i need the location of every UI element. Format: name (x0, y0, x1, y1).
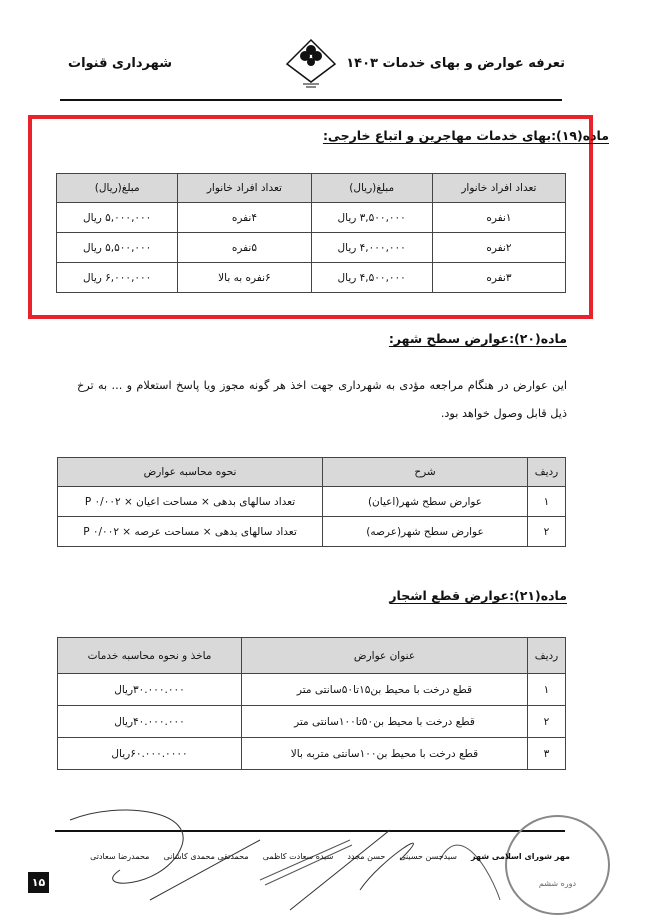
cell: تعداد سالهای بدهی × مساحت عرصه × P ۰/۰۰۲ (57, 516, 323, 547)
cell: قطع درخت با محیط بن۵۰تا۱۰۰سانتی متر (241, 705, 528, 738)
signatures-icon (69, 809, 501, 911)
header-cell: تعداد افراد خانوار (177, 173, 312, 203)
page-number: ۱۵ (28, 872, 49, 893)
cell: ۶نفره به بالا (177, 262, 312, 293)
table-row: ۳ قطع درخت با محیط بن۱۰۰سانتی متربه بالا ۶… (57, 737, 566, 770)
cell: ۴,۰۰۰,۰۰۰ ریال (310, 232, 433, 263)
header-cell: عنوان عوارض (241, 637, 528, 674)
table-row: ۳نفره ۴,۵۰۰,۰۰۰ ریال ۶نفره به بالا ۶,۰۰۰,۰۰… (55, 262, 567, 293)
cell: ۵,۵۰۰,۰۰۰ ریال (55, 232, 179, 263)
cell: عوارض سطح شهر(اعیان) (322, 486, 528, 517)
header-cell: ردیف (527, 457, 566, 487)
cell: تعداد سالهای بدهی × مساحت اعیان × P ۰/۰۰… (57, 486, 323, 517)
table-row: ۲نفره ۴,۰۰۰,۰۰۰ ریال ۵نفره ۵,۵۰۰,۰۰۰ ریال (55, 232, 567, 263)
cell: ۳ (527, 737, 566, 770)
section-19-table: تعداد افراد خانوار مبلغ(ریال) تعداد افراد … (55, 173, 567, 293)
document-title: تعرفه عوارض و بهای خدمات ۱۴۰۳ (346, 56, 565, 71)
section-20-heading: ماده(۲۰):عوارض سطح شهر: (388, 331, 567, 346)
cell: ۵,۰۰۰,۰۰۰ ریال (55, 202, 179, 233)
cell: ۱ (527, 486, 566, 517)
signatory: سیده سعادت کاظمی (262, 852, 334, 861)
section-20-paragraph: این عوارض در هنگام مراجعه مؤدی به شهردار… (77, 379, 567, 420)
cell: ۳۰.۰۰۰.۰۰۰ریال (57, 673, 242, 706)
stamp-text: دوره ششم (538, 879, 577, 888)
signatory: حسن مجدد (347, 852, 386, 861)
cell: ۱ (527, 673, 566, 706)
table-row: ۱ قطع درخت با محیط بن۱۵تا۵۰سانتی متر ۳۰.۰۰… (57, 673, 566, 706)
table-row: ۲ قطع درخت با محیط بن۵۰تا۱۰۰سانتی متر ۴۰.۰… (57, 705, 566, 738)
header-cell: نحوه محاسبه عوارض (57, 457, 323, 487)
header-cell: ماخذ و نحوه محاسبه خدمات (57, 637, 242, 674)
header-cell: تعداد افراد خانوار (431, 173, 567, 203)
cell: قطع درخت با محیط بن۱۵تا۵۰سانتی متر (241, 673, 528, 706)
cell: ۲ (527, 516, 566, 547)
council-stamp: دوره ششم (505, 815, 610, 915)
header-cell: مبلغ(ریال) (310, 173, 433, 203)
cell: قطع درخت با محیط بن۱۰۰سانتی متربه بالا (241, 737, 528, 770)
header-cell: مبلغ(ریال) (55, 173, 179, 203)
section-21-table: ردیف عنوان عوارض ماخذ و نحوه محاسبه خدمات … (57, 637, 566, 770)
municipality-logo-icon (285, 38, 337, 88)
header-cell: شرح (322, 457, 528, 487)
cell: ۲ (527, 705, 566, 738)
cell: ۲نفره (431, 232, 567, 263)
cell: ۱نفره (431, 202, 567, 233)
cell: ۶۰.۰۰۰.۰۰۰۰ریال (57, 737, 242, 770)
cell: ۴۰.۰۰۰.۰۰۰ریال (57, 705, 242, 738)
signatory: سیدحسن حسینی (399, 852, 457, 861)
header-divider (60, 99, 562, 101)
table-row: ۲ عوارض سطح شهر(عرصه) تعداد سالهای بدهی × … (57, 516, 566, 547)
table-row: ۱نفره ۳,۵۰۰,۰۰۰ ریال ۴نفره ۵,۰۰۰,۰۰۰ ریال (55, 202, 567, 233)
signatories: مهر شورای اسلامی شهر سیدحسن حسینی حسن مج… (90, 852, 570, 861)
section-19-heading: ماده(۱۹):بهای خدمات مهاجرین و اتباع خارج… (322, 128, 609, 143)
footer-divider (55, 830, 565, 832)
cell: ۳نفره (431, 262, 567, 293)
cell: عوارض سطح شهر(عرصه) (322, 516, 528, 547)
section-20-table: ردیف شرح نحوه محاسبه عوارض ۱ عوارض سطح شهر(… (57, 457, 566, 547)
cell: ۶,۰۰۰,۰۰۰ ریال (55, 262, 179, 293)
section-21-heading: ماده(۲۱):عوارض قطع اشجار (389, 588, 567, 603)
municipality-name: شهرداری قنوات (68, 56, 172, 71)
cell: ۵نفره (177, 232, 312, 263)
cell: ۴,۵۰۰,۰۰۰ ریال (310, 262, 433, 293)
highlight-box (28, 115, 593, 319)
signatory: مهر شورای اسلامی شهر (471, 852, 570, 861)
cell: ۳,۵۰۰,۰۰۰ ریال (310, 202, 433, 233)
table-row: ۱ عوارض سطح شهر(اعیان) تعداد سالهای بدهی ×… (57, 486, 566, 517)
signatory: محمدرضا سعادتی (90, 852, 150, 861)
signatory: محمدتقی محمدی کاشانی (163, 852, 249, 861)
cell: ۴نفره (177, 202, 312, 233)
header-cell: ردیف (527, 637, 566, 674)
